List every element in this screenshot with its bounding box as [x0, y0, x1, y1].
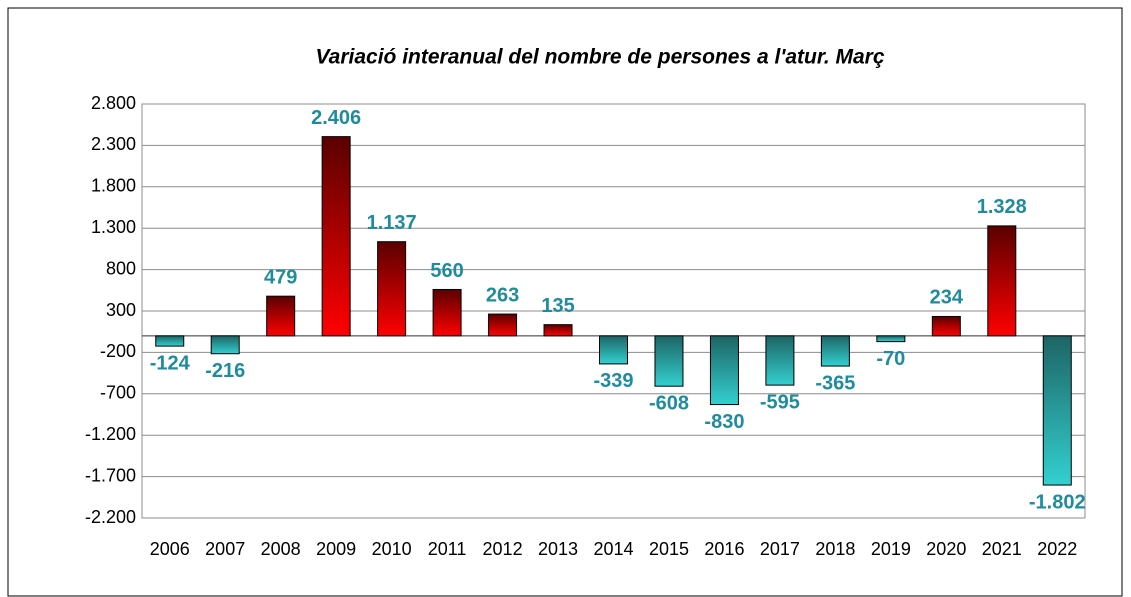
bar [820, 335, 850, 367]
y-tick-label: -1.700 [85, 465, 136, 485]
x-tick-label: 2017 [760, 539, 800, 559]
data-label: 560 [430, 260, 463, 282]
x-tick-label: 2009 [316, 539, 356, 559]
data-label: 135 [541, 295, 574, 317]
x-tick-label: 2022 [1037, 539, 1077, 559]
bar [266, 295, 296, 337]
x-tick-label: 2011 [428, 539, 467, 559]
y-tick-label: -2.200 [85, 507, 136, 527]
chart-title: Variació interanual del nombre de person… [315, 46, 884, 69]
x-tick-label: 2006 [150, 539, 190, 559]
data-label: 263 [486, 284, 519, 306]
x-tick-label: 2012 [483, 539, 523, 559]
chart-frame [7, 7, 1123, 597]
y-tick-label: 800 [106, 258, 136, 278]
y-tick-label: 300 [106, 300, 136, 320]
data-label: -830 [704, 411, 744, 433]
x-tick-label: 2020 [926, 539, 966, 559]
x-tick-label: 2007 [205, 539, 245, 559]
bar [931, 315, 961, 337]
y-tick-label: -1.200 [85, 424, 136, 444]
data-label: -339 [593, 370, 633, 392]
bar [654, 335, 684, 387]
bar [599, 335, 628, 365]
bar [876, 335, 906, 343]
bar [155, 335, 185, 347]
bar [987, 225, 1017, 337]
data-label: -1.802 [1029, 491, 1086, 513]
data-label: 1.328 [977, 196, 1027, 218]
data-label: -365 [815, 372, 855, 394]
bar [765, 335, 795, 386]
bar [543, 324, 573, 337]
x-tick-label: 2010 [372, 539, 412, 559]
data-label: 234 [930, 287, 964, 309]
y-tick-label: -200 [100, 341, 136, 361]
y-tick-label: 2.800 [91, 93, 136, 113]
bar [377, 241, 407, 337]
y-tick-label: 1.800 [91, 176, 136, 196]
data-label: -595 [760, 391, 800, 413]
data-label: -70 [876, 348, 905, 370]
x-tick-label: 2013 [538, 539, 578, 559]
y-tick-label: 2.300 [91, 134, 136, 154]
bar [210, 335, 240, 355]
x-tick-label: 2016 [704, 539, 744, 559]
bar [1042, 335, 1072, 486]
data-label: 2.406 [311, 107, 361, 129]
x-tick-label: 2018 [815, 539, 855, 559]
x-tick-label: 2008 [261, 539, 301, 559]
x-tick-label: 2015 [649, 539, 689, 559]
bar [432, 288, 462, 337]
data-label: -216 [205, 360, 245, 382]
x-tick-label: 2021 [982, 539, 1022, 559]
data-label: -124 [150, 352, 191, 374]
data-label: 1.137 [367, 212, 417, 234]
bar [488, 313, 518, 337]
data-label: -608 [649, 392, 689, 414]
bar [321, 136, 351, 337]
y-tick-label: 1.300 [91, 217, 136, 237]
data-label: 479 [264, 266, 297, 288]
x-tick-label: 2019 [871, 539, 911, 559]
y-tick-label: -700 [100, 383, 136, 403]
bar [709, 335, 739, 406]
x-tick-label: 2014 [593, 539, 633, 559]
